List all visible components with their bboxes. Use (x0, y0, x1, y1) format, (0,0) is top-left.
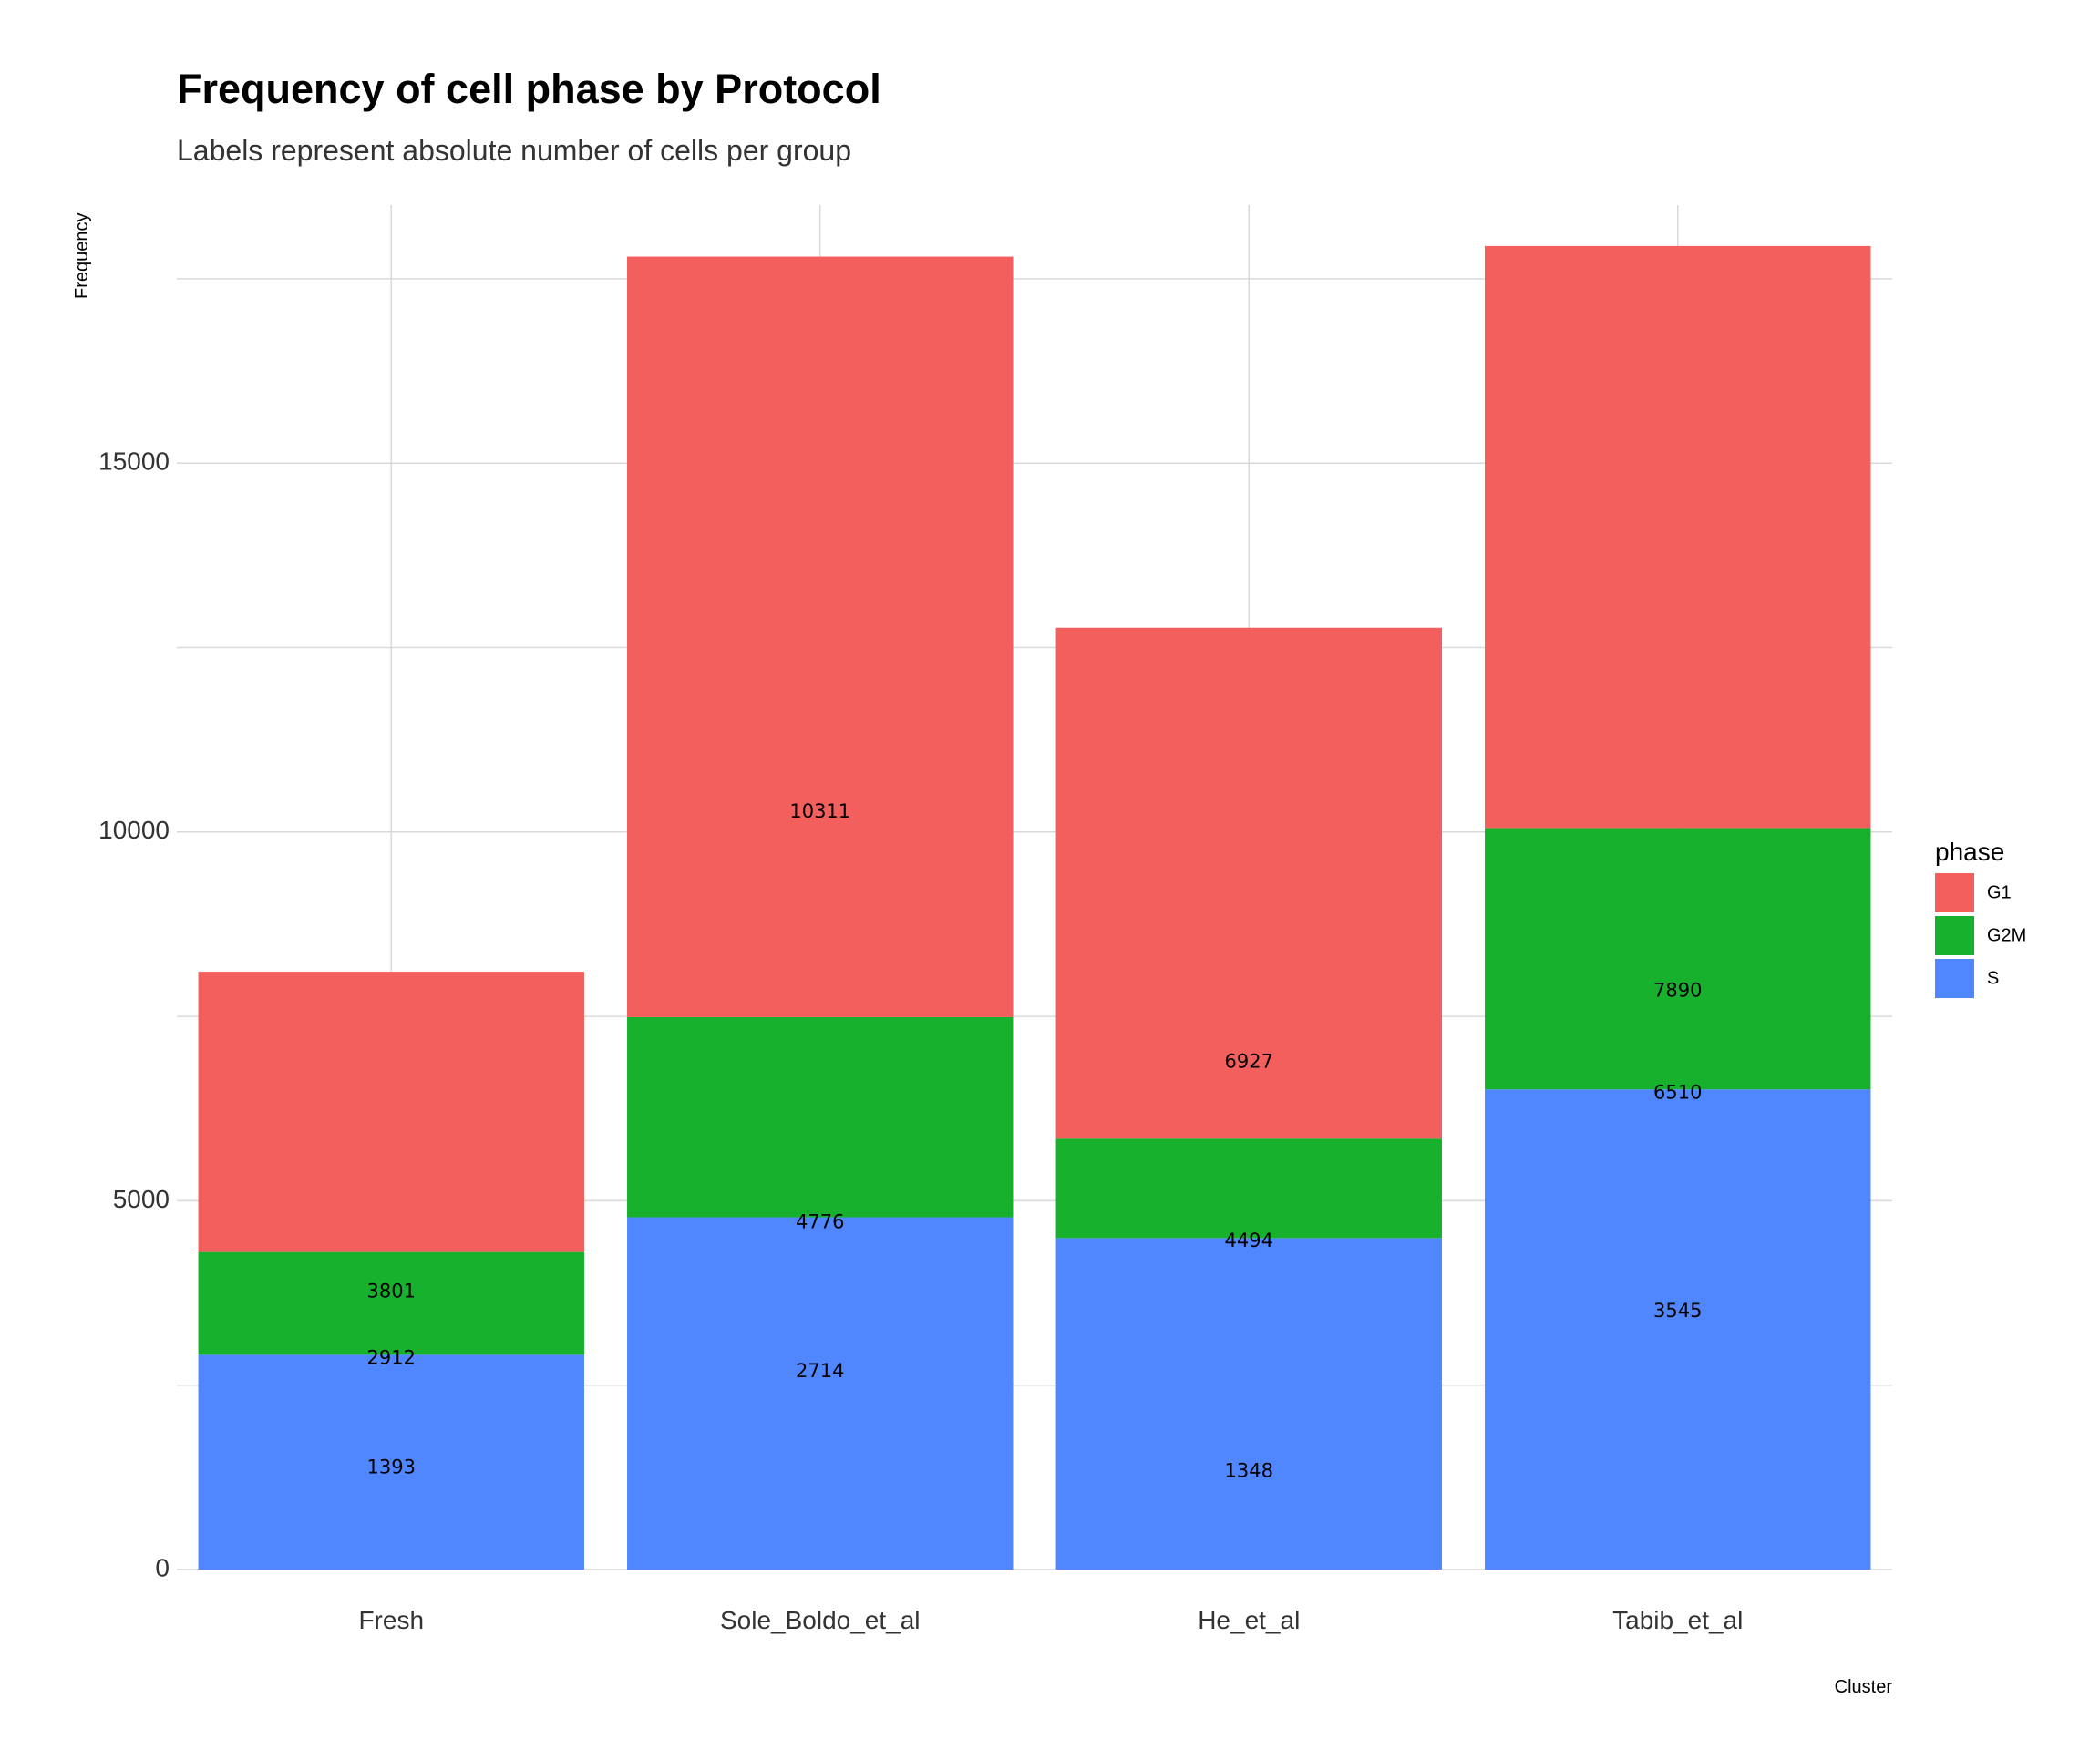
data-label: 3801 (367, 1281, 416, 1302)
bar-g1-sole_boldo_et_al (627, 256, 1014, 1017)
legend-label: G1 (1987, 882, 2012, 902)
bar-g2m-fresh (198, 1251, 584, 1355)
legend-label: G2M (1987, 925, 2026, 945)
bar-s-fresh (198, 1354, 584, 1570)
x-tick-label: Tabib_et_al (1612, 1606, 1743, 1634)
data-label: 1348 (1225, 1459, 1273, 1481)
bar-g2m-tabib_et_al (1485, 828, 1871, 1090)
legend-title: phase (1935, 838, 2004, 866)
legend-key-g1 (1935, 873, 1974, 912)
bars (198, 245, 1871, 1570)
chart-title: Frequency of cell phase by Protocol (177, 66, 881, 112)
data-label: 3545 (1653, 1300, 1702, 1322)
legend-label: S (1987, 968, 1999, 988)
bar-s-tabib_et_al (1485, 1089, 1871, 1570)
y-tick-label: 15000 (98, 448, 170, 476)
legend-key-g2m (1935, 916, 1974, 955)
x-tick-label: He_et_al (1198, 1606, 1300, 1634)
bar-g1-tabib_et_al (1485, 245, 1871, 829)
legend: phase G1 G2M S (1935, 838, 2026, 998)
bar-s-he_et_al (1055, 1238, 1442, 1570)
data-labels: 3801 2912 1393 10311 4776 2714 6927 4494 1348 789… (367, 800, 1703, 1481)
bar-g2m-sole_boldo_et_al (627, 1016, 1014, 1218)
bar-g2m-he_et_al (1055, 1138, 1442, 1239)
y-tick-label: 10000 (98, 816, 170, 844)
data-label: 6927 (1225, 1050, 1273, 1072)
axis-ticks: 0 5000 10000 15000 Fresh Sole_Boldo_et_al He_e… (98, 448, 1743, 1634)
data-label: 7890 (1653, 980, 1702, 1002)
bar-g1-fresh (198, 972, 584, 1252)
data-label: 2912 (367, 1347, 416, 1369)
data-label: 10311 (789, 800, 850, 822)
chart-subtitle: Labels represent absolute number of cell… (177, 134, 851, 167)
data-label: 4776 (796, 1211, 844, 1233)
x-tick-label: Fresh (358, 1606, 424, 1634)
bar-s-sole_boldo_et_al (627, 1217, 1014, 1570)
data-label: 4494 (1225, 1230, 1273, 1251)
legend-key-s (1935, 959, 1974, 998)
y-axis-title: Frequency (72, 213, 92, 300)
y-tick-label: 0 (155, 1553, 170, 1581)
x-axis-title: Cluster (1835, 1677, 1893, 1697)
bar-g1-he_et_al (1055, 627, 1442, 1139)
data-label: 6510 (1653, 1081, 1702, 1103)
data-label: 1393 (367, 1456, 416, 1477)
data-label: 2714 (796, 1360, 844, 1382)
x-tick-label: Sole_Boldo_et_al (720, 1606, 921, 1634)
y-tick-label: 5000 (113, 1185, 170, 1213)
